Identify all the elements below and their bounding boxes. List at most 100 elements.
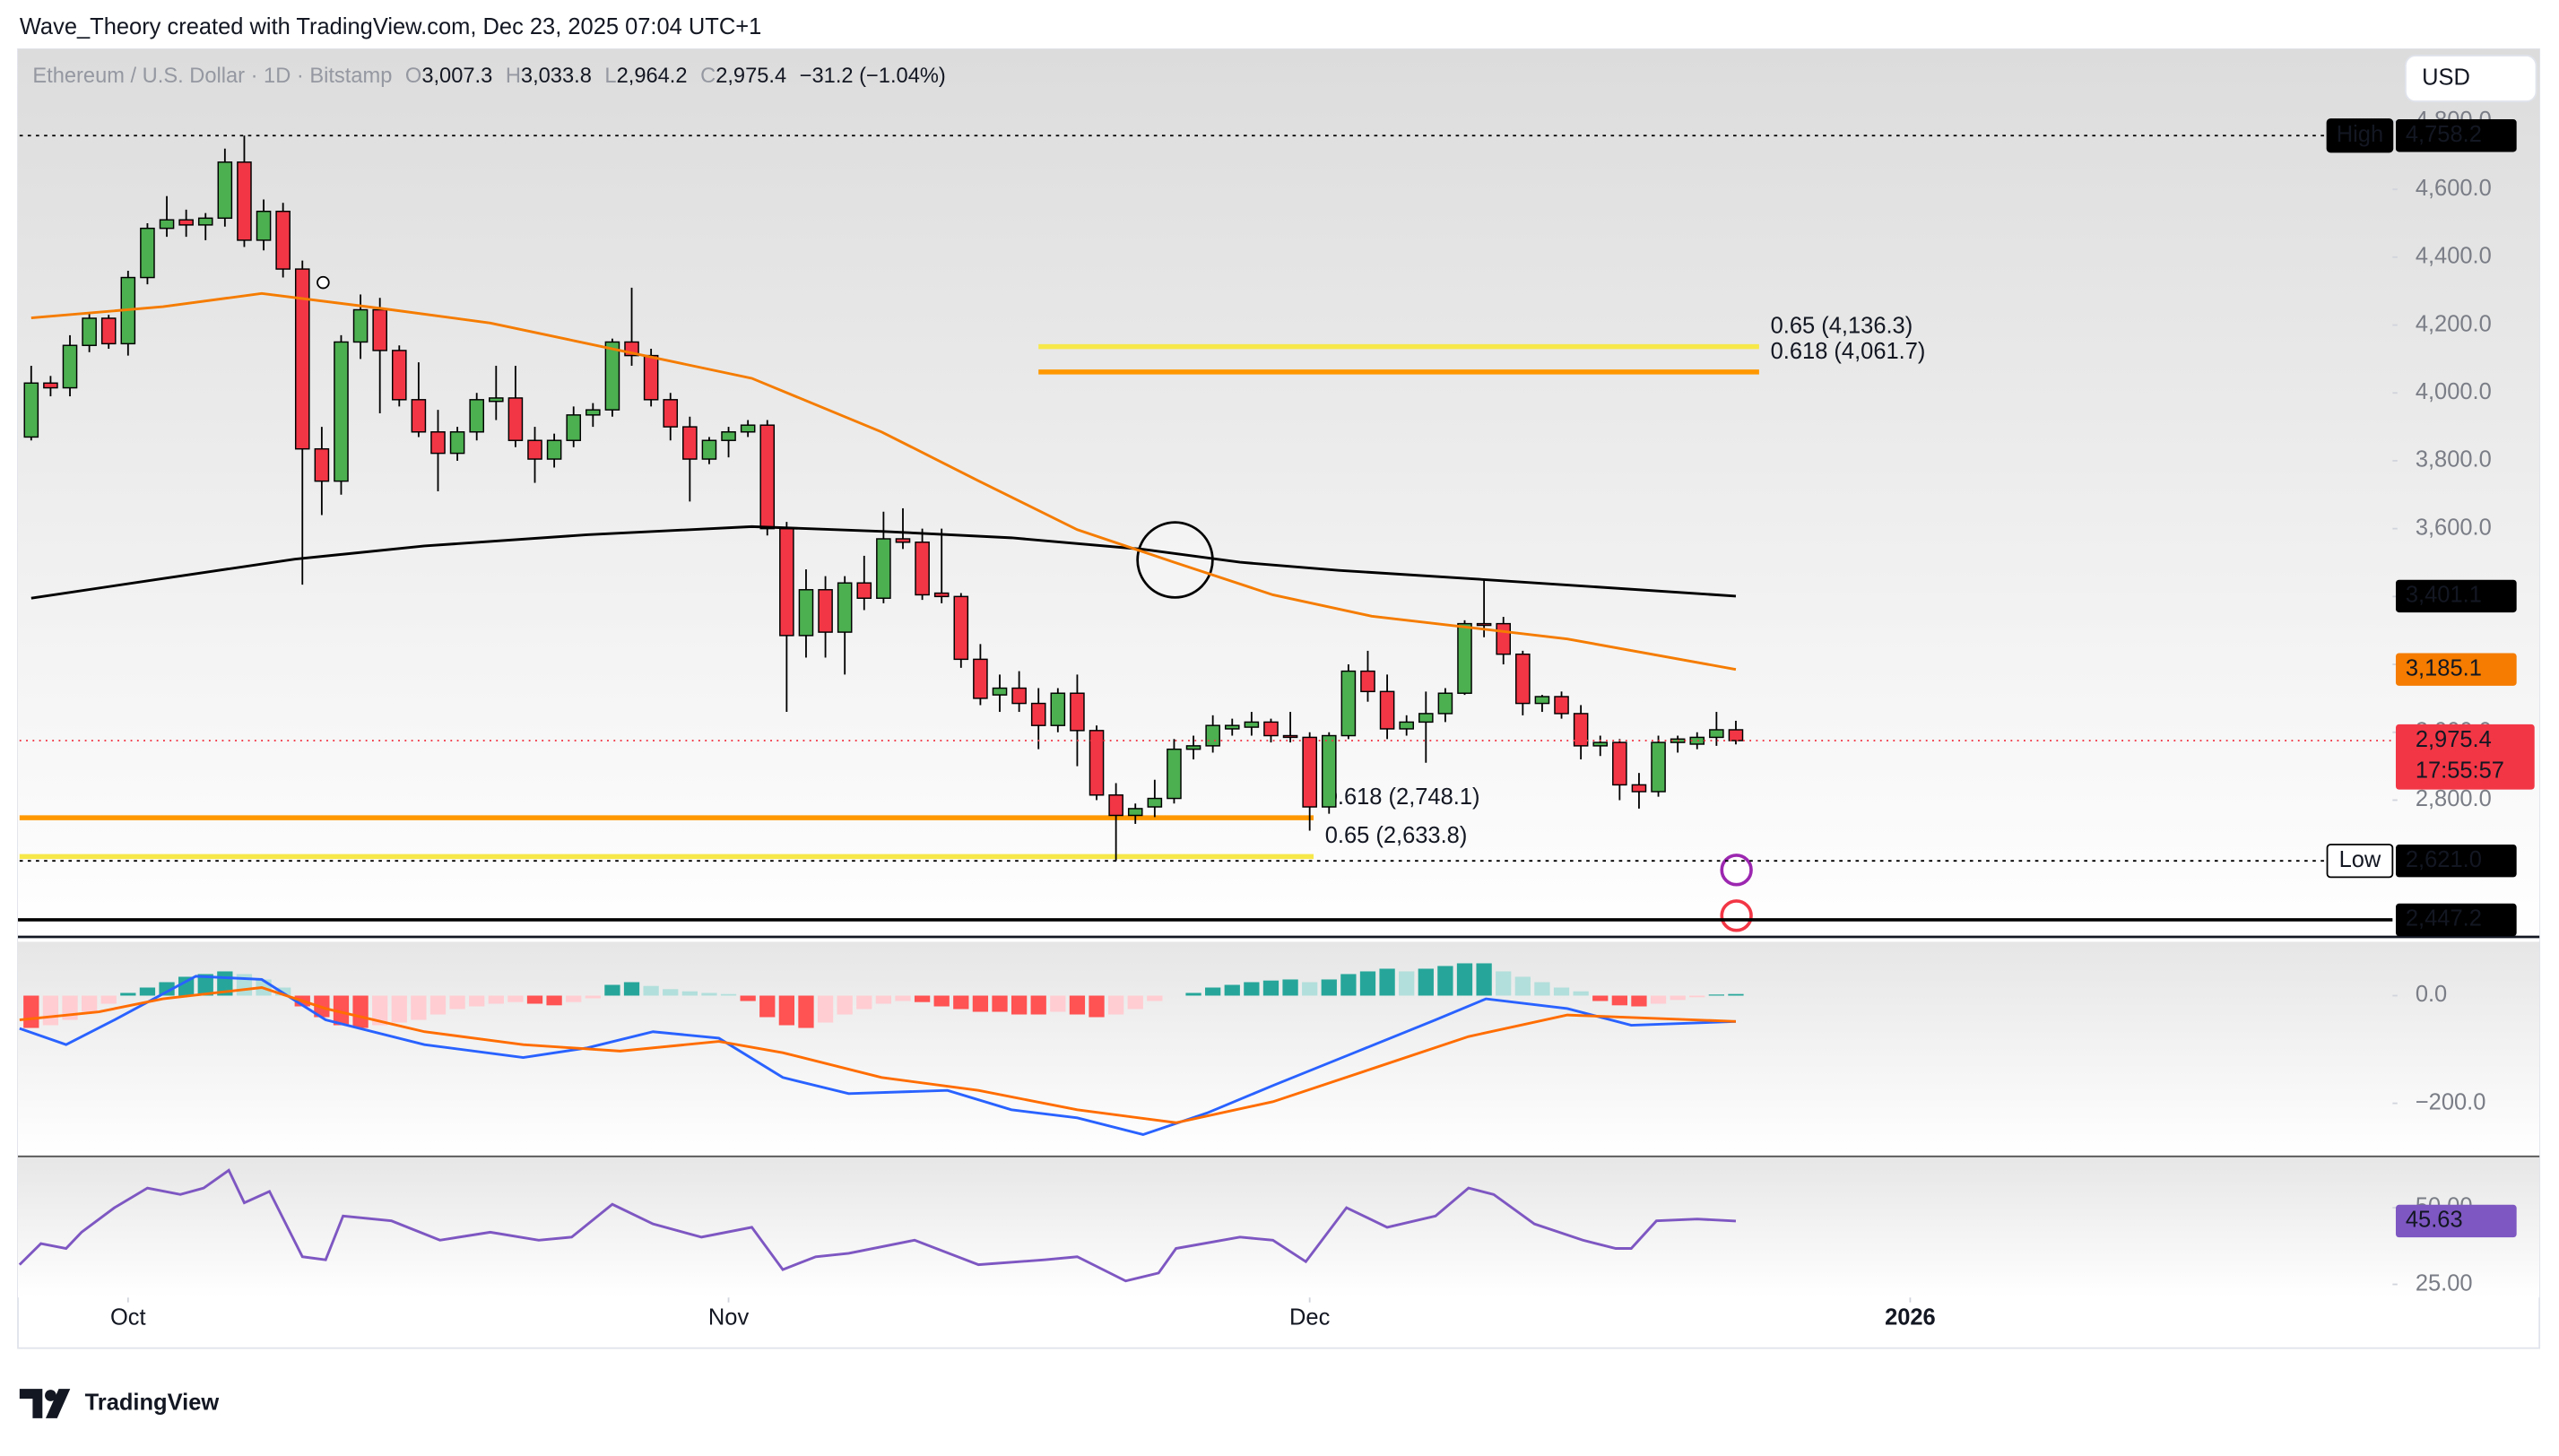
candle-body — [643, 354, 659, 401]
candle-body — [1554, 696, 1569, 715]
candle-body — [740, 424, 756, 433]
histogram-bar — [759, 995, 776, 1018]
candle-body — [1476, 622, 1492, 627]
candle-body — [1011, 687, 1027, 705]
histogram-bar — [1302, 982, 1318, 996]
histogram-bar — [798, 995, 814, 1028]
candle-body — [1205, 724, 1220, 747]
candle-body — [1302, 736, 1317, 808]
currency-label[interactable]: USD — [2422, 65, 2470, 90]
histogram-bar — [391, 995, 407, 1023]
histogram-bar — [159, 982, 175, 996]
candle-body — [469, 399, 484, 433]
event-icon[interactable] — [1720, 854, 1753, 887]
candle-body — [1534, 696, 1550, 705]
legend-value: 3,033.8 — [521, 65, 592, 88]
candle-body — [1030, 702, 1046, 726]
candle-body — [1167, 748, 1182, 800]
candle-body — [237, 161, 252, 241]
candle-body — [1592, 741, 1609, 747]
y-tick-label: 4,200.0 — [2416, 311, 2492, 336]
marker-value: 2,621.0 — [2406, 847, 2482, 872]
candle-body — [586, 409, 601, 416]
candle-body — [1224, 724, 1240, 730]
candle-body — [837, 582, 853, 633]
fib-label: 0.65 (2,633.8) — [1325, 823, 1468, 848]
candle-body — [1147, 797, 1163, 808]
candle-body — [1360, 670, 1375, 693]
event-icon[interactable] — [1720, 899, 1753, 932]
x-tick-label: Dec — [1289, 1305, 1331, 1330]
candle-body — [197, 217, 213, 226]
histogram-bar — [837, 995, 853, 1015]
histogram-bar — [1379, 968, 1395, 996]
marker-label: Low — [2339, 847, 2381, 872]
histogram-bar — [1476, 963, 1492, 996]
x-tick-label: 2026 — [1885, 1305, 1936, 1330]
histogram-bar — [914, 995, 931, 1002]
legend-change: −31.2 (−1.04%) — [800, 65, 946, 88]
histogram-bar — [1418, 968, 1434, 996]
histogram-bar — [623, 982, 640, 996]
histogram-bar — [1030, 995, 1046, 1015]
y-tick-label: 25.00 — [2416, 1270, 2473, 1296]
histogram-bar — [817, 995, 834, 1023]
candle-body — [1244, 721, 1260, 728]
last-price: 2,975.4 — [2416, 727, 2492, 752]
candle-body — [294, 268, 310, 450]
histogram-bar — [1611, 995, 1627, 1006]
histogram-bar — [120, 992, 136, 996]
candle-body — [1108, 794, 1123, 817]
candle-body — [82, 317, 97, 346]
candle-body — [1070, 692, 1085, 732]
histogram-bar — [488, 995, 504, 1004]
annotation-dot — [317, 275, 330, 290]
series-line — [19, 975, 1737, 1136]
histogram-bar — [1728, 993, 1744, 996]
candle-body — [159, 219, 175, 230]
credit: Wave_Theory created with TradingView.com… — [20, 14, 761, 39]
candle-body — [759, 424, 776, 530]
candle-body — [43, 382, 58, 389]
candle-body — [1050, 692, 1066, 726]
histogram-bar — [429, 995, 447, 1015]
histogram-bar — [953, 995, 969, 1010]
histogram-bar — [1147, 995, 1163, 1001]
legend: Ethereum / U.S. Dollar · 1D · Bitstamp O3… — [32, 65, 945, 88]
candle-body — [933, 592, 950, 598]
candle-body — [1457, 622, 1472, 694]
crossover-circle — [1136, 521, 1214, 599]
histogram-bar — [1689, 995, 1705, 998]
fib-label: 0.65 (4,136.3) — [1771, 314, 1913, 339]
histogram-bar — [1205, 987, 1221, 996]
candle-body — [23, 382, 39, 438]
candle-body — [818, 589, 833, 633]
histogram-bar — [507, 995, 524, 1002]
candle-body — [430, 431, 446, 455]
candle-body — [1612, 741, 1627, 786]
histogram-bar — [972, 995, 989, 1012]
y-tick-label: 2,800.0 — [2416, 786, 2492, 811]
histogram-bar — [1708, 994, 1725, 996]
candle-body — [140, 227, 155, 279]
candle-body — [1515, 653, 1531, 705]
candle-body — [1282, 734, 1298, 739]
plot: OctNovDec20262,800.03,000.03,200.03,400.… — [18, 108, 2535, 1330]
marker-label-box — [2326, 844, 2394, 879]
histogram-bar — [1534, 982, 1550, 996]
candle-body — [1185, 745, 1201, 750]
y-tick-label: 4,400.0 — [2416, 244, 2492, 269]
histogram-bar — [720, 993, 737, 996]
legend-key: O — [405, 65, 421, 88]
currency-button[interactable] — [2404, 55, 2537, 102]
histogram-bar — [856, 995, 872, 1010]
histogram-bar — [1592, 995, 1609, 1001]
marker-value-box — [2395, 844, 2517, 878]
histogram-bar — [197, 974, 213, 996]
histogram-bar — [1650, 995, 1667, 1004]
candle-body — [314, 447, 330, 482]
histogram-bar — [178, 976, 195, 996]
x-tick-label: Nov — [708, 1305, 750, 1330]
logo: TradingView — [19, 1389, 219, 1418]
candle-body — [1127, 808, 1143, 817]
